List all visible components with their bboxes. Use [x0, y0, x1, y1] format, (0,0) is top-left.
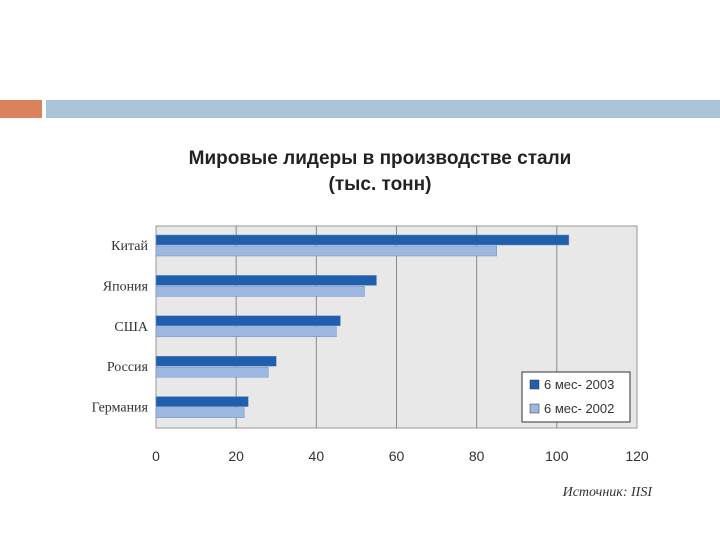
x-tick-label: 40 [309, 448, 325, 464]
bar [155, 396, 249, 407]
x-tick-label: 100 [545, 448, 569, 464]
category-label: США [114, 320, 148, 335]
bar [155, 315, 341, 327]
category-label: Китай [111, 239, 148, 254]
legend-entry: 6 мес- 2002 [544, 401, 614, 416]
bar [155, 355, 277, 367]
x-tick-label: 0 [152, 448, 160, 464]
chart-title: Мировые лидеры в производстве стали (тыс… [120, 146, 640, 198]
bar [155, 286, 365, 297]
category-label: Япония [103, 279, 149, 294]
bar [155, 366, 269, 378]
category-label: Россия [107, 360, 149, 375]
category-label: Германия [92, 401, 149, 416]
chart-title-line2: (тыс. тонн) [328, 174, 432, 195]
accent-bar-orange [0, 100, 42, 118]
bar [155, 245, 497, 257]
x-tick-label: 120 [625, 448, 649, 464]
x-tick-label: 80 [469, 448, 485, 464]
bar [155, 407, 245, 418]
legend-swatch [529, 379, 540, 390]
legend-swatch [529, 403, 540, 414]
bar [155, 326, 337, 338]
legend-entry: 6 мес- 2003 [544, 377, 614, 392]
bar [155, 234, 570, 246]
x-tick-label: 60 [389, 448, 405, 464]
legend-box [521, 371, 631, 423]
accent-bar-blue [46, 100, 720, 118]
x-tick-label: 20 [228, 448, 244, 464]
source-note: Источник: IISI [562, 485, 652, 500]
bar [155, 275, 377, 286]
chart-title-line1: Мировые лидеры в производстве стали [188, 148, 572, 169]
